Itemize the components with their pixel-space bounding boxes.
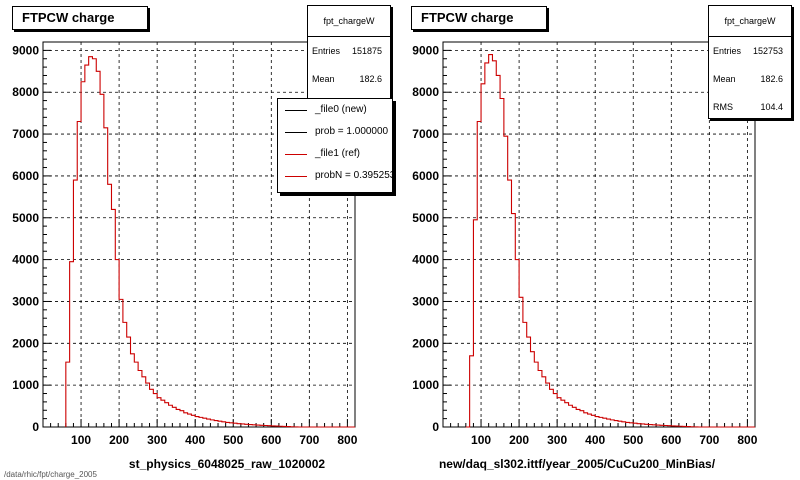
left-y-tick-label: 4000 [12, 253, 39, 267]
legend-entry-probn: probN = 0.395253 [278, 165, 392, 187]
right-panel: 100 200 300 400 500 600 700 800 0 1000 2000 3000 400… [395, 0, 800, 480]
footer-text: /data/rhic/fpt/charge_2005 [4, 470, 97, 479]
legend-line-probn [285, 176, 307, 177]
right-stats-rms-value: 104.4 [760, 102, 783, 112]
left-stats-box[interactable]: fpt_chargeW Entries 151875 Mean 182.6 [307, 5, 391, 99]
right-x-tick-label: 700 [699, 433, 719, 447]
left-panel: 100 200 300 400 500 600 700 800 0 1000 2000 3000 400… [0, 0, 395, 480]
right-stats-row-mean: Mean 182.6 [709, 65, 791, 93]
legend-label-prob: prob = 1.000000 [315, 126, 389, 137]
right-stats-mean-label: Mean [713, 74, 736, 84]
right-stats-mean-value: 182.6 [760, 74, 783, 84]
legend-entry-file1: _file1 (ref) [278, 143, 392, 165]
right-y-tick-label: 9000 [412, 43, 439, 57]
right-histogram-series-0 [465, 54, 755, 428]
left-stats-row-entries: Entries 151875 [308, 37, 390, 65]
right-y-tick-label: 4000 [412, 253, 439, 267]
left-y-tick-label: 1000 [12, 378, 39, 392]
left-y-tick-label: 2000 [12, 336, 39, 350]
right-x-tick-label: 600 [661, 433, 681, 447]
right-y-tick-label: 5000 [412, 211, 439, 225]
right-y-tick-label: 6000 [412, 169, 439, 183]
right-y-tick-label: 8000 [412, 85, 439, 99]
left-x-tick-label: 300 [147, 433, 167, 447]
left-x-tick-label: 200 [109, 433, 129, 447]
left-chart-title: FTPCW charge [12, 6, 148, 30]
right-x-tick-label: 200 [509, 433, 529, 447]
left-y-tick-label: 7000 [12, 127, 39, 141]
left-stats-name: fpt_chargeW [308, 6, 390, 37]
left-x-axis-title: st_physics_6048025_raw_1020002 [128, 457, 326, 471]
right-y-tick-label: 3000 [412, 294, 439, 308]
legend-line-file0 [285, 110, 307, 111]
right-stats-row-entries: Entries 152753 [709, 37, 791, 65]
right-stats-name: fpt_chargeW [709, 6, 791, 37]
right-histogram-plot: 100 200 300 400 500 600 700 8000100020003000400… [412, 41, 758, 447]
left-y-tick-label: 9000 [12, 43, 39, 57]
left-x-tick-label: 100 [71, 433, 91, 447]
left-stats-entries-value: 151875 [351, 46, 382, 56]
right-stats-rms-label: RMS [713, 102, 733, 112]
right-y-tick-label: 2000 [412, 336, 439, 350]
right-stats-entries-value: 152753 [752, 46, 783, 56]
left-stats-entries-label: Entries [312, 46, 341, 56]
right-x-tick-label: 100 [471, 433, 491, 447]
legend-label-file1: _file1 (ref) [315, 148, 361, 159]
right-stats-entries-label: Entries [713, 46, 742, 56]
right-y-tick-label: 7000 [412, 127, 439, 141]
left-y-tick-label: 3000 [12, 294, 39, 308]
left-y-tick-label: 8000 [12, 85, 39, 99]
right-x-tick-label: 800 [737, 433, 757, 447]
legend-line-file1 [285, 154, 307, 155]
left-y-tick-label: 5000 [12, 211, 39, 225]
left-stats-mean-value: 182.6 [359, 74, 382, 84]
left-x-tick-label: 600 [261, 433, 281, 447]
legend-entry-prob: prob = 1.000000 [278, 121, 392, 143]
right-x-tick-label: 400 [585, 433, 605, 447]
legend-label-probn: probN = 0.395253 [315, 170, 393, 181]
right-x-axis-title: new/daq_sl302.ittf/year_2005/CuCu200_Min… [438, 457, 716, 471]
right-y-tick-label: 0 [432, 420, 439, 434]
legend-line-prob [285, 132, 307, 133]
left-histogram-series-0 [65, 56, 355, 428]
left-y-tick-label: 0 [32, 420, 39, 434]
right-chart-title: FTPCW charge [411, 6, 547, 30]
left-y-tick-label: 6000 [12, 169, 39, 183]
right-stats-row-rms: RMS 104.4 [709, 93, 791, 121]
left-x-tick-label: 400 [185, 433, 205, 447]
legend-box[interactable]: _file0 (new) prob = 1.000000 _file1 (ref… [277, 98, 393, 193]
left-x-tick-label: 800 [337, 433, 357, 447]
right-y-tick-label: 1000 [412, 378, 439, 392]
left-x-tick-label: 500 [223, 433, 243, 447]
left-stats-mean-label: Mean [312, 74, 335, 84]
right-x-tick-label: 300 [547, 433, 567, 447]
right-plot-frame [442, 41, 756, 428]
left-stats-row-mean: Mean 182.6 [308, 65, 390, 93]
left-x-tick-label: 700 [299, 433, 319, 447]
right-stats-box[interactable]: fpt_chargeW Entries 152753 Mean 182.6 RM… [708, 5, 792, 119]
legend-label-file0: _file0 (new) [315, 104, 367, 115]
legend-entry-file0: _file0 (new) [278, 99, 392, 121]
right-x-tick-label: 500 [623, 433, 643, 447]
